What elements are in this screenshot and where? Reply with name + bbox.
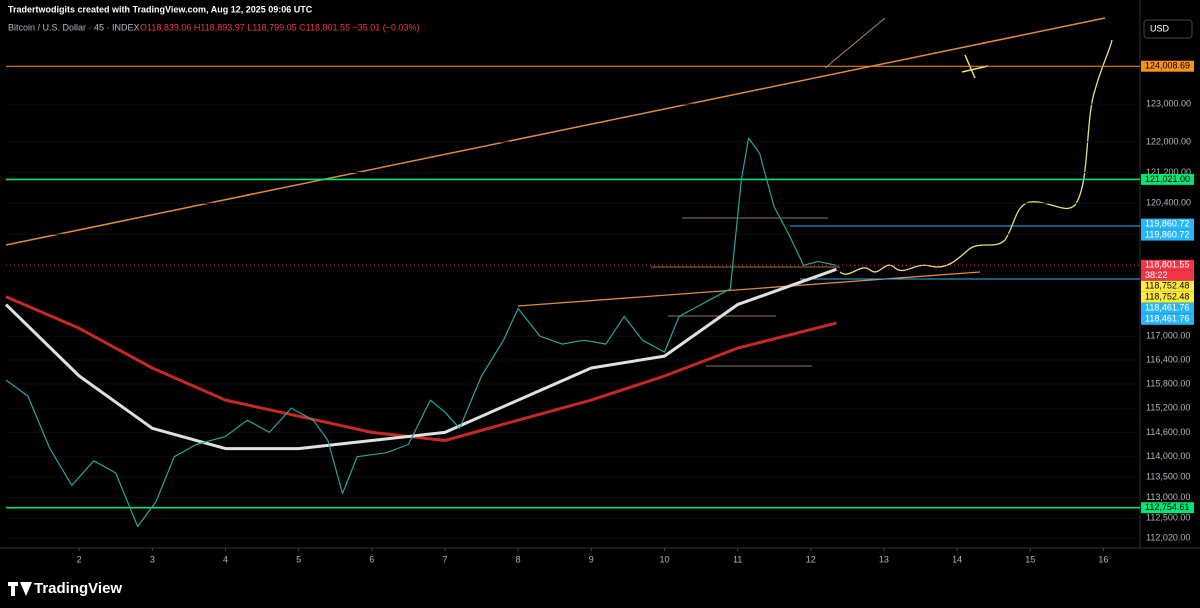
x-tick-label: 14 xyxy=(952,554,962,564)
currency[interactable]: USD xyxy=(1150,23,1170,33)
x-tick-label: 5 xyxy=(296,554,301,564)
forecast-path xyxy=(839,39,1113,275)
price-tag xyxy=(1141,502,1194,514)
price-tag-label: 112,754.61 xyxy=(1145,502,1189,512)
y-tick-label: 115,800.00 xyxy=(1146,378,1190,388)
y-tick-label: 117,000.00 xyxy=(1146,331,1190,341)
y-tick-label: 122,000.00 xyxy=(1146,136,1191,146)
x-tick-label: 12 xyxy=(806,554,816,564)
y-tick-label: 116,400.00 xyxy=(1146,354,1190,364)
logo: TradingView xyxy=(34,580,122,597)
y-tick-label: 115,200.00 xyxy=(1146,403,1190,413)
logo-mark xyxy=(8,582,32,596)
price-tag xyxy=(1141,218,1194,230)
y-tick-label: 113,000.00 xyxy=(1146,492,1190,502)
price-tag-label: 118,801.55 xyxy=(1145,260,1189,270)
trendline xyxy=(5,17,1106,246)
symbol: Bitcoin / U.S. Dollar · 45 · INDEX xyxy=(8,22,140,32)
x-tick-label: 11 xyxy=(733,554,742,564)
y-tick-label: 121,200.00 xyxy=(1146,167,1191,177)
price-tag-label: 119,860.72 xyxy=(1145,218,1189,228)
trendline xyxy=(824,17,886,69)
y-tick-label: 114,600.00 xyxy=(1146,427,1190,437)
countdown: 38:22 xyxy=(1145,270,1168,280)
price-tag xyxy=(1141,313,1194,325)
price-tag xyxy=(1141,60,1194,72)
price-tag-label: 118,752.48 xyxy=(1145,281,1189,291)
price-tag xyxy=(1141,302,1194,314)
x-tick-label: 3 xyxy=(150,554,155,564)
price-tag-label: 121,021.00 xyxy=(1145,174,1190,184)
x-tick-label: 7 xyxy=(442,554,447,564)
trendline xyxy=(517,271,981,307)
x-tick-label: 6 xyxy=(369,554,374,564)
y-tick-label: 112,500.00 xyxy=(1146,513,1190,523)
x-tick-label: 13 xyxy=(879,554,889,564)
price-tag xyxy=(1141,173,1194,185)
price-tag-label: 118,752.48 xyxy=(1145,292,1189,302)
price-tag-label: 124,008.69 xyxy=(1145,61,1190,71)
currency-button[interactable] xyxy=(1143,19,1193,39)
y-tick-label: 112,020.00 xyxy=(1146,532,1190,542)
ohlc: O118,839.06 H118,893.97 L118,799.05 C118… xyxy=(140,22,420,32)
series-line xyxy=(4,267,837,451)
price-tag xyxy=(1141,229,1194,241)
y-tick-label: 113,500.00 xyxy=(1146,472,1190,482)
y-tick-label: 123,000.00 xyxy=(1146,98,1191,108)
price-tag xyxy=(1141,280,1194,292)
price-tag xyxy=(1141,259,1194,271)
series-line xyxy=(5,137,837,528)
price-tag-label: 118,461.76 xyxy=(1145,303,1189,313)
plot: 112,020.00 112,500.00 113,000.00 113,500.00… xyxy=(4,60,1194,564)
y-tick-label: 114,000.00 xyxy=(1146,451,1190,461)
x-tick-label: 10 xyxy=(659,554,669,564)
y-tick-label: 120,400.00 xyxy=(1146,198,1191,208)
x-tick-label: 8 xyxy=(516,554,521,564)
author: Tradertwodigits created with TradingView… xyxy=(8,4,313,14)
countdown-tag xyxy=(1141,270,1194,281)
price-tag xyxy=(1141,291,1194,303)
x-tick-label: 2 xyxy=(77,554,82,564)
x-tick-label: 9 xyxy=(589,554,594,564)
price-tag-label: 119,860.72 xyxy=(1145,229,1189,239)
x-tick-label: 16 xyxy=(1098,554,1108,564)
price-tag-label: 118,461.76 xyxy=(1145,314,1189,324)
x-tick-label: 15 xyxy=(1025,554,1035,564)
x-tick-label: 4 xyxy=(223,554,228,564)
